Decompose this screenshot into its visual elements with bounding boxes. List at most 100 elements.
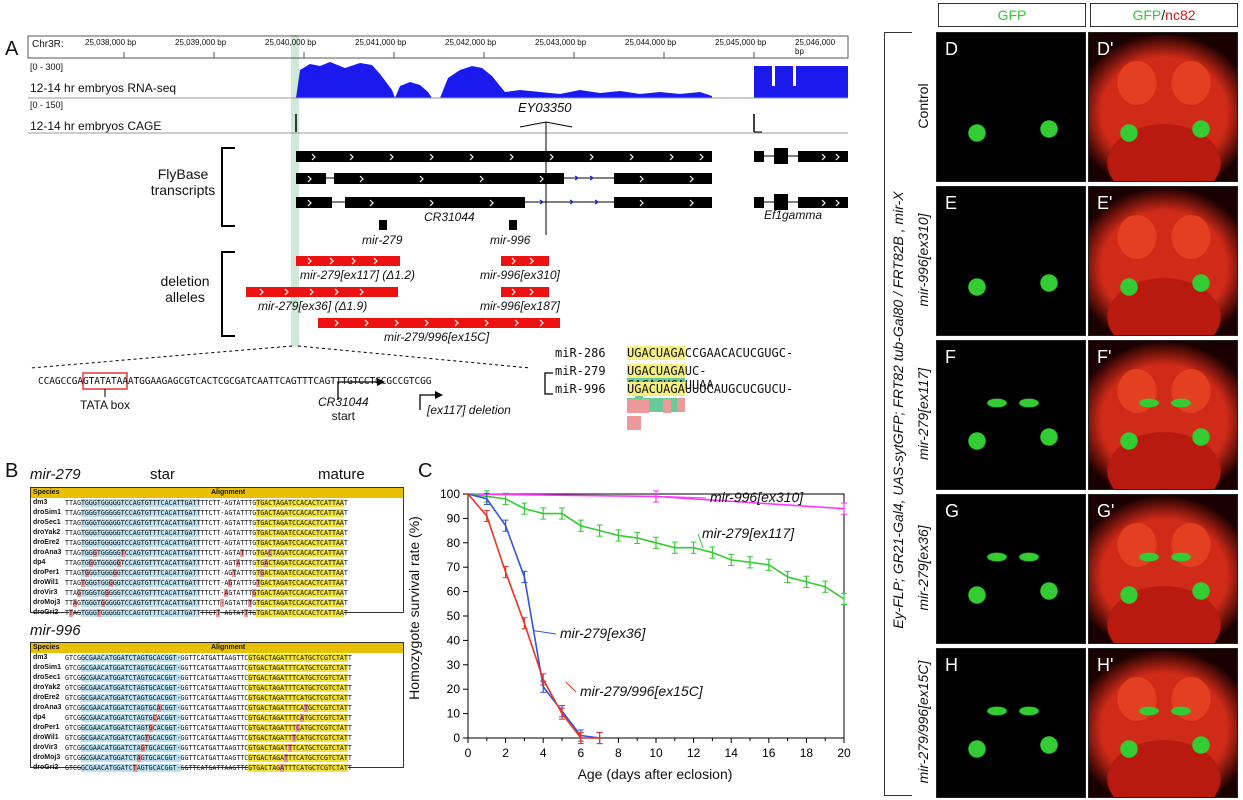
start-arrow bbox=[337, 381, 382, 400]
y-tick-label: 0 bbox=[453, 731, 460, 745]
genome-browser bbox=[27, 35, 849, 410]
deletion-bracket bbox=[221, 251, 235, 337]
species-name: droAna3 bbox=[33, 704, 62, 711]
alignment-row: droYak2 GTCGGCGAACATGGATCTAGTGCACGGT-GGTT… bbox=[31, 683, 403, 693]
glomerulus-signal bbox=[1089, 341, 1237, 489]
panel-letter-a: A bbox=[5, 38, 19, 60]
alignment-row: droAna3 TTAGTGGGTGGGGGTCCAGTGTTTCACATTGAT… bbox=[31, 548, 403, 558]
genotype-label: Ey-FLP; GR21-Gal4, UAS-sytGFP; FRT82 tub… bbox=[890, 191, 906, 629]
x-tick-label: 2 bbox=[502, 746, 509, 760]
alignment-row: droVir3 TTAGTGGGTGGGGGTCCAGTGTTTCACATTGAT… bbox=[31, 588, 403, 598]
species-name: droSim1 bbox=[33, 664, 62, 671]
aligned-sequence: TTAGTGGGTGGGGGTCCAGTGTTTCACATTGATTTTCTT-… bbox=[65, 539, 348, 547]
species-name: dm3 bbox=[33, 499, 48, 506]
series-label-leader bbox=[697, 533, 704, 548]
flybase-label: FlyBase transcripts bbox=[150, 166, 216, 198]
aligned-sequence: GTCGGCGAACATGGATCTAGTGCACGGT-GGTTCATGATT… bbox=[65, 754, 352, 762]
y-tick-label: 30 bbox=[447, 658, 461, 672]
aligned-sequence: TTAGTGGGTGGGGGTCCAGTGTTTCACATTGATTTTCTT-… bbox=[65, 559, 348, 567]
y-tick-label: 10 bbox=[447, 707, 461, 721]
mir279-label: mir-279 bbox=[362, 233, 403, 247]
panel-letter: E' bbox=[1097, 193, 1113, 213]
alignment-row: dp4 GTCGGCGAACATGGATCTAGTGCACGGT-GGTTCATG… bbox=[31, 713, 403, 723]
genotype-bracket bbox=[884, 32, 912, 796]
aligned-sequence: GTCGGCGAACATGGATCTAGTGCACGGT-GGTTCATGATT… bbox=[65, 744, 352, 752]
species-name: droEre2 bbox=[33, 539, 60, 546]
series-line bbox=[467, 493, 600, 739]
aligned-sequence: TTAGTGGGTGGGGGTCCAGTGTTTCACATTGATTTTCTT-… bbox=[65, 609, 348, 617]
mirna-seq: UGACUAGACCGAACACUCGUGC- bbox=[627, 346, 794, 360]
insertion-label: EY03350 bbox=[518, 100, 572, 115]
aligned-sequence: GTCGGCGAACATGGATCTAGTGCACGGT-GGTTCATGATT… bbox=[65, 734, 352, 742]
species-name: droAna3 bbox=[33, 549, 62, 556]
cage-label: 12-14 hr embryos CAGE bbox=[30, 119, 162, 133]
species-name: droMoj3 bbox=[33, 599, 61, 606]
rnaseq-label: 12-14 hr embryos RNA-seq bbox=[30, 81, 177, 95]
aligned-sequence: GTCGGCGAACATGGATCTAGTGCACGGT-GGTTCATGATT… bbox=[65, 724, 352, 732]
mirna-bracket bbox=[544, 372, 553, 395]
species-name: dm3 bbox=[33, 654, 48, 661]
species-name: dp4 bbox=[33, 714, 46, 721]
aligned-sequence: GTCGGCGAACATGGATCTAGTGCACGGT-GGTTCATGATT… bbox=[65, 714, 352, 722]
cage-range: [0 - 150] bbox=[30, 100, 64, 110]
panel-letter: D bbox=[945, 39, 958, 59]
mir996-label: mir-996 bbox=[490, 233, 531, 247]
aligned-sequence: TTAGTGGGTGGGGGTCCAGTGTTTCACATTGATTTTCTT-… bbox=[65, 549, 348, 557]
tata-box-label: TATA box bbox=[80, 398, 131, 412]
y-tick-label: 70 bbox=[447, 560, 461, 574]
mirna-name: miR-279 bbox=[555, 364, 606, 378]
ruler-labels: 25,038,000 bp 25,039,000 bp 25,040,000 b… bbox=[85, 38, 836, 56]
aligned-sequence: GTCGGCGAACATGGATCTAGTGCACGGT-GGTTCATGATT… bbox=[65, 674, 352, 682]
ex117-arrow bbox=[419, 394, 440, 410]
species-name: droEre2 bbox=[33, 694, 60, 701]
row-label-wrap: mir-996[ex310] bbox=[912, 186, 934, 336]
mir279-mark bbox=[379, 220, 387, 230]
glomerulus-signal bbox=[1089, 495, 1237, 643]
x-tick-label: 10 bbox=[649, 746, 663, 760]
merge-image: H' bbox=[1088, 648, 1238, 798]
merge-image: F' bbox=[1088, 340, 1238, 490]
panel-letter: H bbox=[945, 655, 958, 675]
mirna-name: miR-286 bbox=[555, 346, 606, 360]
del-ex187-label: mir-996[ex187] bbox=[480, 299, 560, 313]
aligned-sequence: TTAGTGGGTGGGGGTCCAGTGTTTCACATTGATTTTCTT-… bbox=[65, 499, 348, 507]
rnaseq-track bbox=[28, 62, 848, 99]
alignment-row: droGri2 GTCGGCGAACATGGATCTAGTGCACGGT-GGTT… bbox=[31, 763, 403, 773]
aligned-sequence: TTAGTGGGTGGGGGTCCAGTGTTTCACATTGATTTTCTT-… bbox=[65, 599, 348, 607]
series-line bbox=[467, 493, 600, 739]
row-label: mir-279/996[ex15C] bbox=[915, 660, 931, 784]
series-label: mir-279[ex117] bbox=[702, 525, 795, 541]
row-label: Control bbox=[915, 83, 931, 129]
promoter-sequence: CCAGCCGAGTATATAAATGGAAGAGCGTCACTCGCGATCA… bbox=[38, 376, 432, 387]
y-axis-label-wrap: Homozygote survival rate (%) bbox=[404, 480, 424, 750]
series-label-leader bbox=[565, 681, 577, 693]
aligned-sequence: GTCGGCGAACATGGATCTAGTGCACGGT-GGTTCATGATT… bbox=[65, 654, 352, 662]
promoter-band bbox=[291, 35, 299, 347]
gene-ef1gamma-label: Ef1gamma bbox=[764, 208, 823, 222]
mature-label: mature bbox=[318, 466, 365, 483]
row-label-wrap: Control bbox=[912, 32, 934, 182]
species-name: droGri2 bbox=[33, 764, 59, 771]
row-label-wrap: mir-279[ex36] bbox=[912, 494, 934, 644]
aligned-sequence: GTCGGCGAACATGGATCTAGTGCACGGT-GGTTCATGATT… bbox=[65, 664, 352, 672]
alignment-row: droAna3 GTCGGCGAACATGGATCTAGTGCACGGT-GGTT… bbox=[31, 703, 403, 713]
zoom-line-left bbox=[29, 345, 293, 369]
row-label: mir-996[ex310] bbox=[915, 213, 931, 307]
series-label-leader bbox=[533, 630, 557, 635]
transcripts bbox=[296, 148, 848, 210]
row-label: mir-279[ex36] bbox=[915, 525, 931, 611]
y-tick-label: 40 bbox=[447, 633, 461, 647]
species-name: droPer1 bbox=[33, 569, 60, 576]
x-tick-label: 14 bbox=[725, 746, 739, 760]
y-tick-label: 50 bbox=[447, 609, 461, 623]
gfp-image: D bbox=[936, 32, 1086, 182]
glomerulus-signal bbox=[937, 341, 1085, 489]
panel-letter: E bbox=[945, 193, 958, 213]
panel-letter: D' bbox=[1097, 39, 1114, 59]
del-ex310-label: mir-996[ex310] bbox=[480, 268, 560, 282]
alignment-row: dp4 TTAGTGGGTGGGGGTCCAGTGTTTCACATTGATTTTC… bbox=[31, 558, 403, 568]
alignment-row: droMoj3 TTAGTGGGTGGGGGTCCAGTGTTTCACATTGAT… bbox=[31, 598, 403, 608]
glomerulus-signal bbox=[1089, 187, 1237, 335]
mirna-row: miR-279 UGACUAGAUC-CACACUCAUUAA bbox=[555, 364, 714, 412]
x-tick-label: 20 bbox=[837, 746, 851, 760]
